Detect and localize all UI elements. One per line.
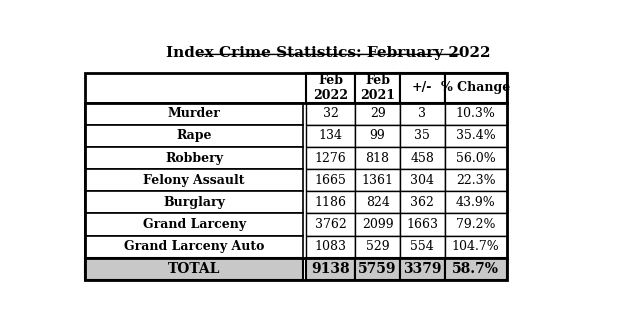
Text: 1186: 1186 [314, 196, 346, 209]
Bar [400, 191, 445, 213]
Bar [400, 73, 445, 103]
Bar [355, 147, 400, 169]
Text: 1663: 1663 [406, 218, 438, 231]
Text: 104.7%: 104.7% [452, 240, 499, 253]
Text: 554: 554 [410, 240, 434, 253]
Text: 458: 458 [410, 152, 434, 164]
Text: % Change: % Change [441, 81, 510, 94]
Bar [445, 169, 507, 191]
Bar [445, 258, 507, 280]
Bar [355, 103, 400, 125]
Bar [400, 125, 445, 147]
Text: Rape: Rape [177, 130, 212, 142]
Text: TOTAL: TOTAL [168, 262, 220, 276]
Bar [400, 236, 445, 258]
Bar [400, 147, 445, 169]
Bar [355, 169, 400, 191]
Text: 3: 3 [419, 107, 426, 120]
Bar [85, 258, 303, 280]
Bar [355, 258, 400, 280]
Bar [85, 169, 303, 191]
Bar [85, 103, 303, 125]
Text: 99: 99 [370, 130, 385, 142]
Text: 35.4%: 35.4% [456, 130, 495, 142]
Bar [306, 147, 355, 169]
Text: 32: 32 [323, 107, 339, 120]
Text: 304: 304 [410, 174, 435, 187]
Text: 58.7%: 58.7% [452, 262, 499, 276]
Bar [85, 236, 303, 258]
Text: 529: 529 [366, 240, 389, 253]
Text: 362: 362 [410, 196, 434, 209]
Text: 56.0%: 56.0% [456, 152, 495, 164]
Bar [85, 191, 303, 213]
Text: Grand Larceny: Grand Larceny [143, 218, 246, 231]
Bar [355, 73, 400, 103]
Bar [355, 236, 400, 258]
Text: Index Crime Statistics: February 2022: Index Crime Statistics: February 2022 [166, 46, 490, 60]
Text: 1083: 1083 [314, 240, 346, 253]
Text: 1665: 1665 [314, 174, 346, 187]
Text: Murder: Murder [168, 107, 221, 120]
Bar [306, 236, 355, 258]
Text: 35: 35 [414, 130, 430, 142]
Bar [445, 147, 507, 169]
Text: 134: 134 [319, 130, 342, 142]
Bar [355, 125, 400, 147]
Text: Robbery: Robbery [165, 152, 223, 164]
Bar [445, 125, 507, 147]
Bar [445, 213, 507, 236]
Text: 5759: 5759 [358, 262, 397, 276]
Bar [400, 213, 445, 236]
Text: 1361: 1361 [362, 174, 394, 187]
Bar [306, 213, 355, 236]
Bar [400, 258, 445, 280]
Bar [85, 213, 303, 236]
Bar [355, 213, 400, 236]
Bar [306, 125, 355, 147]
Text: 29: 29 [370, 107, 385, 120]
Text: 22.3%: 22.3% [456, 174, 495, 187]
Text: 3762: 3762 [315, 218, 346, 231]
Text: 10.3%: 10.3% [456, 107, 495, 120]
Bar [445, 236, 507, 258]
Text: 43.9%: 43.9% [456, 196, 495, 209]
Bar [400, 103, 445, 125]
Bar [85, 147, 303, 169]
Bar [445, 191, 507, 213]
Bar [355, 191, 400, 213]
Text: Feb
2022: Feb 2022 [313, 74, 348, 102]
Bar [400, 169, 445, 191]
Text: 9138: 9138 [311, 262, 350, 276]
Bar [445, 103, 507, 125]
Text: Felony Assault: Felony Assault [143, 174, 245, 187]
Text: Feb
2021: Feb 2021 [360, 74, 395, 102]
Text: 818: 818 [365, 152, 390, 164]
Text: 824: 824 [365, 196, 390, 209]
Bar [306, 191, 355, 213]
Text: +/-: +/- [412, 81, 433, 94]
Text: 2099: 2099 [362, 218, 394, 231]
Text: 3379: 3379 [403, 262, 442, 276]
Text: 79.2%: 79.2% [456, 218, 495, 231]
Bar [306, 169, 355, 191]
Text: 1276: 1276 [315, 152, 346, 164]
Bar [306, 103, 355, 125]
Text: Burglary: Burglary [163, 196, 225, 209]
Bar [85, 125, 303, 147]
Text: Grand Larceny Auto: Grand Larceny Auto [124, 240, 264, 253]
Bar [306, 258, 355, 280]
